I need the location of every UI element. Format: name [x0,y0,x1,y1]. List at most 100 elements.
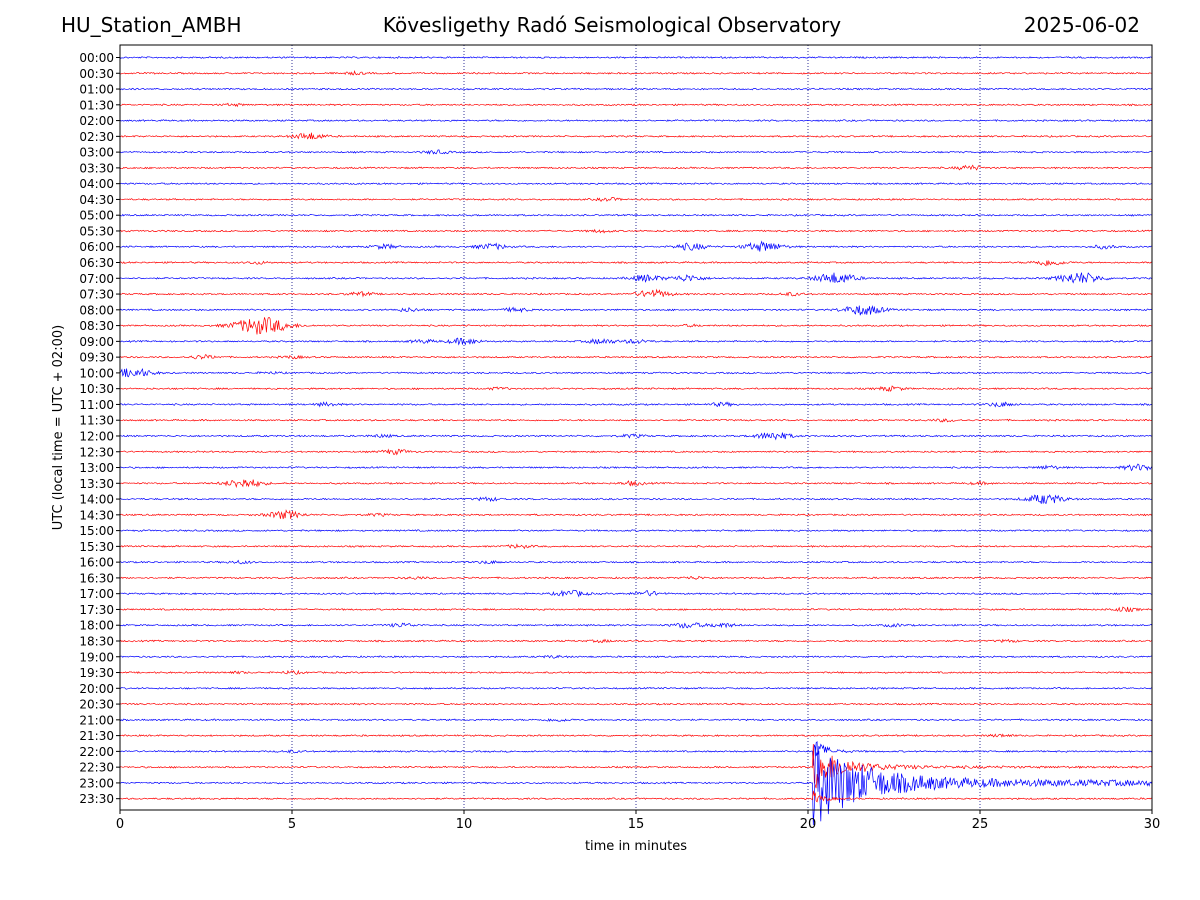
y-tick-label: 14:00 [79,493,114,507]
x-ticks: 0 5 10 15 20 25 30 [116,810,1160,832]
trace-row [119,743,1153,766]
trace-row [120,575,1153,580]
y-tick-label: 03:00 [79,146,114,160]
y-tick-label: 10:30 [79,382,114,396]
x-axis-label: time in minutes [585,839,687,854]
y-tick-label: 09:30 [79,351,114,365]
y-tick-label: 00:30 [79,67,114,81]
trace-row [119,240,1153,252]
y-tick-label: 04:30 [79,193,114,207]
y-tick-label: 18:00 [79,619,114,633]
trace-row [119,479,1153,489]
trace-row [119,418,1153,423]
observatory-title: Kövesligethy Radó Seismological Observat… [382,13,842,37]
x-tick-label: 5 [288,817,296,832]
trace-row [119,119,1153,122]
trace-row [119,272,1153,284]
y-tick-label: 19:30 [79,666,114,680]
y-tick-label: 02:30 [79,130,114,144]
y-tick-label: 01:30 [79,98,114,112]
trace-row [119,543,1153,550]
record-date: 2025-06-02 [1023,13,1140,37]
y-tick-label: 07:00 [79,272,114,286]
trace-row [119,56,1153,60]
trace-row [119,743,1153,789]
station-name: HU_Station_AMBH [61,13,242,37]
trace-row [119,669,1153,675]
grid-lines [291,45,981,810]
y-tick-label: 05:00 [79,209,114,223]
trace-row [119,622,1153,629]
y-tick-label: 15:00 [79,524,114,538]
x-tick-label: 25 [972,817,989,832]
y-tick-label: 06:30 [79,256,114,270]
x-tick-label: 0 [116,817,124,832]
y-tick-label: 00:00 [79,51,114,65]
trace-row [119,589,1153,598]
seismic-traces [119,56,1153,826]
trace-row [119,149,1153,155]
trace-row [119,463,1153,472]
trace-row [119,733,1153,738]
x-tick-label: 15 [628,817,645,832]
trace-row [119,70,1152,76]
y-tick-label: 07:30 [79,288,114,302]
y-tick-label: 05:30 [79,224,114,238]
trace-row [119,213,1153,217]
y-tick-label: 22:00 [79,745,114,759]
y-tick-label: 09:00 [79,335,114,349]
trace-row [119,638,1153,644]
y-tick-label: 22:30 [79,761,114,775]
trace-row [119,367,1153,378]
trace-row [119,740,1153,826]
trace-row [119,228,1153,234]
trace-row [119,401,1153,408]
x-tick-label: 30 [1144,817,1161,832]
trace-row [119,102,1153,108]
trace-row [119,259,1153,267]
y-tick-label: 10:00 [79,366,114,380]
y-tick-label: 16:00 [79,556,114,570]
trace-row [119,432,1153,441]
y-tick-label: 16:30 [79,571,114,585]
x-tick-label: 20 [800,817,817,832]
trace-row [119,509,1153,520]
trace-row [119,305,1153,316]
trace-row [119,182,1153,186]
y-tick-label: 18:30 [79,634,114,648]
trace-row [120,448,1153,456]
trace-row [119,686,1153,690]
y-tick-label: 20:30 [79,698,114,712]
y-tick-label: 20:00 [79,682,114,696]
trace-row [119,132,1153,140]
x-tick-label: 10 [456,817,473,832]
trace-row [119,87,1153,91]
y-tick-label: 14:30 [79,508,114,522]
trace-row [119,288,1153,298]
y-tick-label: 11:00 [79,398,114,412]
y-tick-label: 03:30 [79,161,114,175]
trace-row [119,494,1153,505]
y-tick-label: 13:30 [79,477,114,491]
trace-row [119,606,1153,613]
trace-row [119,529,1153,533]
y-tick-label: 01:00 [79,83,114,97]
trace-row [119,164,1153,171]
y-tick-label: 08:30 [79,319,114,333]
y-tick-label: 02:00 [79,114,114,128]
trace-row [119,790,1153,803]
y-tick-label: 08:00 [79,303,114,317]
y-tick-label: 12:30 [79,445,114,459]
y-axis-label: UTC (local time = UTC + 02:00) [51,325,66,530]
trace-row [119,316,1153,335]
y-tick-label: 19:00 [79,650,114,664]
y-tick-label: 13:00 [79,461,114,475]
y-tick-label: 23:30 [79,792,114,806]
y-tick-label: 23:00 [79,776,114,790]
trace-row [119,354,1153,360]
trace-row [119,718,1153,722]
y-tick-label: 17:30 [79,603,114,617]
